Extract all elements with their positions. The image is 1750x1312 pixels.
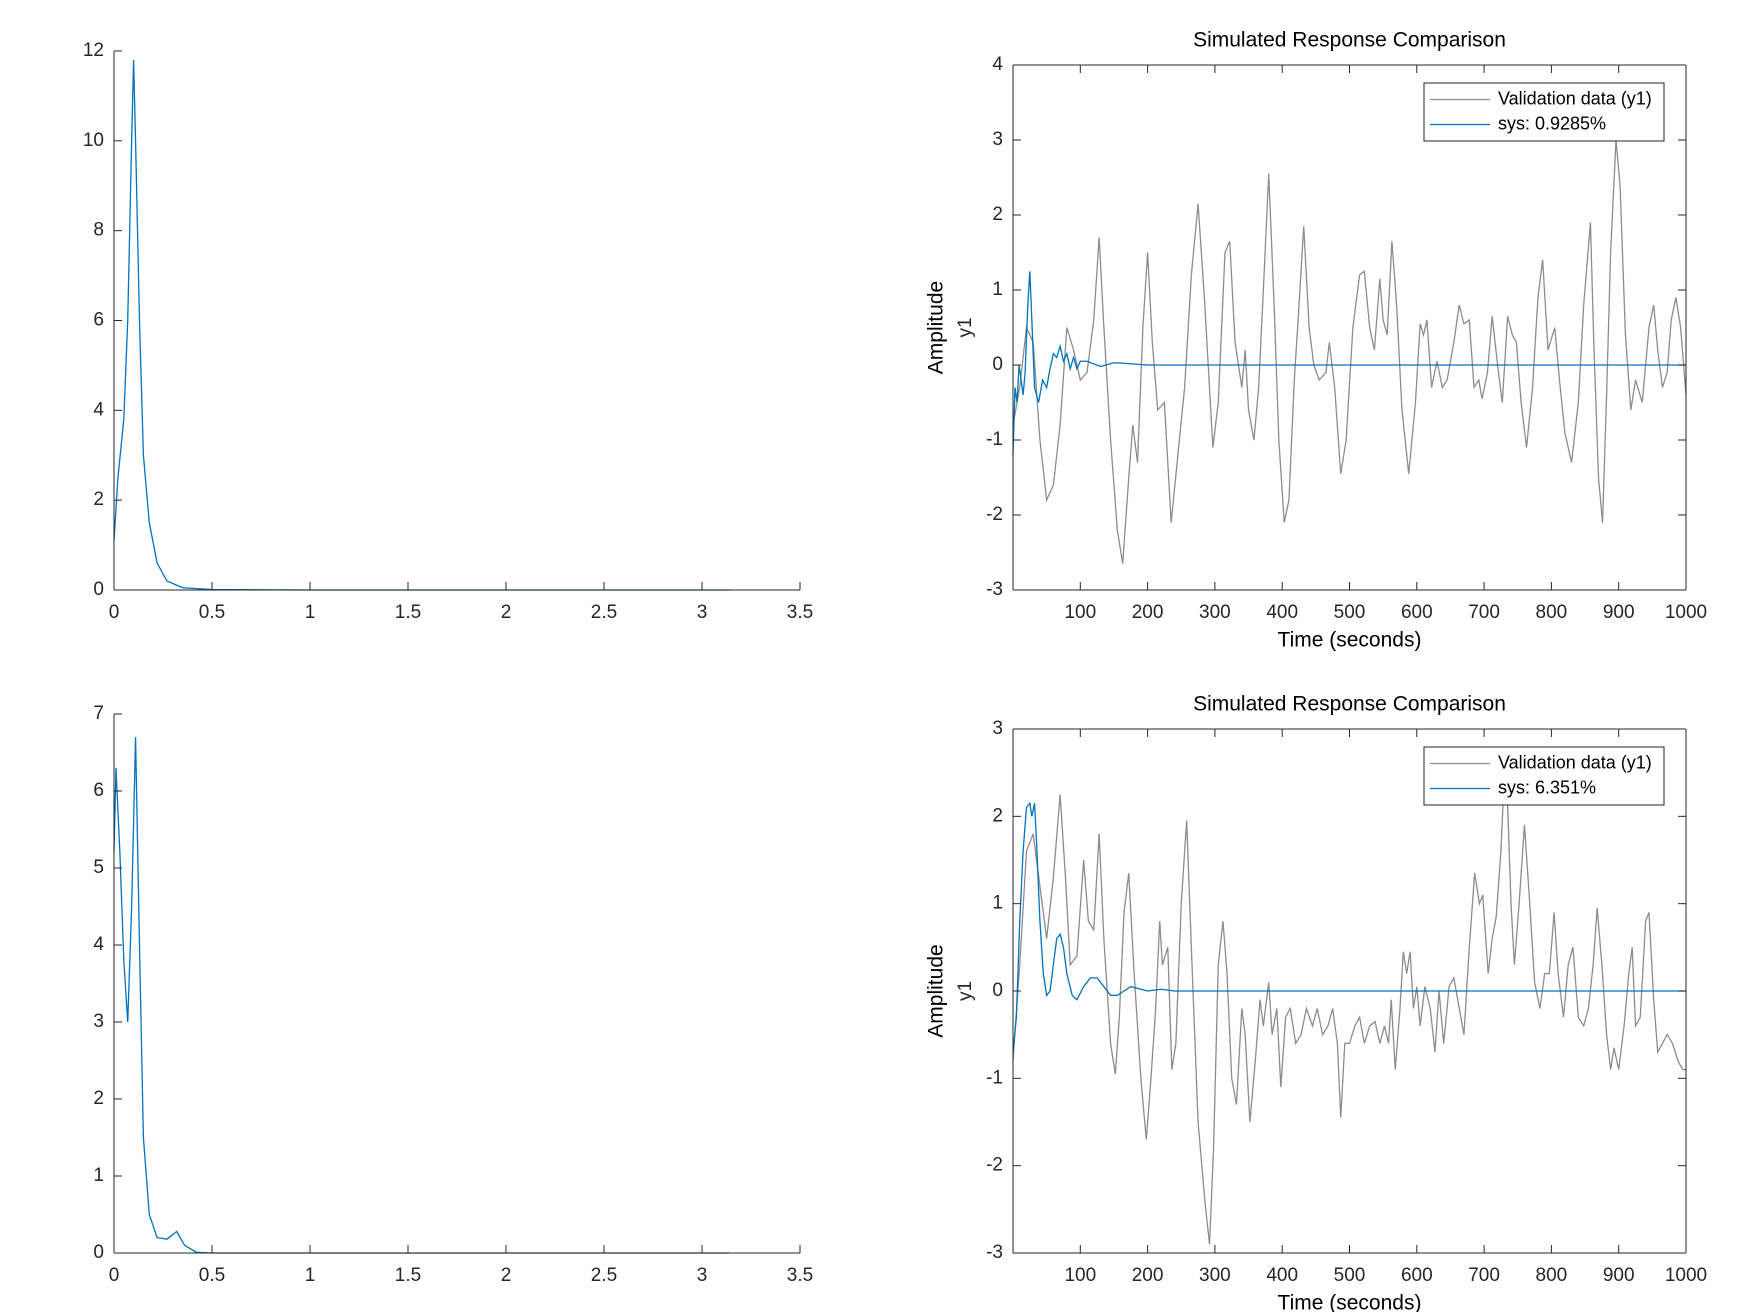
y-tick-label: -3 (986, 579, 1003, 600)
y-tick-label: 4 (992, 54, 1003, 75)
legend-box (1423, 82, 1665, 142)
x-tick-label: 900 (1603, 602, 1635, 623)
y-tick-label: 6 (93, 780, 104, 801)
x-tick-label: 700 (1468, 602, 1500, 623)
x-tick-label: 1000 (1665, 602, 1707, 623)
y-tick-label: 12 (83, 40, 104, 61)
data-line (1012, 271, 1686, 456)
data-line (1012, 139, 1687, 564)
x-tick-label: 3.5 (787, 1265, 813, 1286)
y-axis-label: Amplitude (925, 944, 948, 1037)
x-tick-label: 300 (1199, 602, 1231, 623)
y-tick-label: -2 (986, 1155, 1003, 1176)
y-tick-label: 2 (93, 1088, 104, 1109)
x-tick-label: 1.5 (395, 1265, 421, 1286)
y-tick-label: 7 (93, 703, 104, 724)
y-tick-label: 3 (93, 1011, 104, 1032)
y-tick-label: 6 (93, 310, 104, 331)
y-axis-label: Amplitude (925, 281, 948, 374)
x-tick-label: 400 (1266, 1265, 1298, 1286)
x-tick-label: 3.5 (787, 602, 813, 623)
legend-label: Validation data (y1) (1498, 752, 1652, 772)
x-tick-label: 400 (1266, 602, 1298, 623)
x-tick-label: 0 (109, 1265, 120, 1286)
x-tick-label: 600 (1401, 1265, 1433, 1286)
x-tick-label: 300 (1199, 1265, 1231, 1286)
x-tick-label: 1.5 (395, 602, 421, 623)
y-tick-label: -2 (986, 504, 1003, 525)
x-tick-label: 3 (697, 602, 708, 623)
x-tick-label: 0.5 (199, 1265, 225, 1286)
x-tick-label: 0.5 (199, 602, 225, 623)
y-tick-label: 1 (992, 279, 1003, 300)
x-axis-label: Time (seconds) (1278, 1292, 1422, 1312)
legend-box (1423, 746, 1665, 806)
y-tick-label: 0 (992, 354, 1003, 375)
x-tick-label: 0 (109, 602, 120, 623)
y-tick-label: 2 (992, 204, 1003, 225)
y-tick-label: 10 (83, 130, 104, 151)
x-tick-label: 500 (1334, 1265, 1366, 1286)
y-tick-label: -1 (986, 1067, 1003, 1088)
x-tick-label: 800 (1536, 1265, 1568, 1286)
x-tick-label: 1000 (1665, 1265, 1707, 1286)
x-tick-label: 1 (305, 1265, 316, 1286)
y-tick-label: -3 (986, 1242, 1003, 1263)
x-tick-label: 100 (1064, 602, 1096, 623)
y-tick-label: 3 (992, 129, 1003, 150)
y-tick-label: 1 (93, 1165, 104, 1186)
y-tick-label: 2 (93, 489, 104, 510)
data-line (113, 737, 730, 1254)
x-tick-label: 100 (1064, 1265, 1096, 1286)
x-tick-label: 600 (1401, 602, 1433, 623)
x-tick-label: 1 (305, 602, 316, 623)
chart-title: Simulated Response Comparison (1193, 693, 1506, 716)
x-tick-label: 700 (1468, 1265, 1500, 1286)
x-tick-label: 2.5 (591, 602, 617, 623)
data-line (1012, 801, 1686, 1053)
y-tick-label: 8 (93, 220, 104, 241)
output-label: y1 (955, 981, 976, 1001)
legend-label: Validation data (y1) (1498, 88, 1652, 108)
data-line (1012, 746, 1686, 1245)
y-tick-label: 5 (93, 857, 104, 878)
x-tick-label: 2.5 (591, 1265, 617, 1286)
y-tick-label: 2 (992, 805, 1003, 826)
x-tick-label: 800 (1536, 602, 1568, 623)
y-tick-label: 0 (93, 1242, 104, 1263)
chart-title: Simulated Response Comparison (1193, 29, 1506, 52)
x-tick-label: 2 (501, 1265, 512, 1286)
x-tick-label: 3 (697, 1265, 708, 1286)
x-tick-label: 500 (1334, 602, 1366, 623)
x-axis-label: Time (seconds) (1278, 629, 1422, 652)
legend-label: sys: 0.9285% (1498, 113, 1606, 133)
x-tick-label: 900 (1603, 1265, 1635, 1286)
legend-label: sys: 6.351% (1498, 777, 1596, 797)
y-tick-label: 0 (93, 579, 104, 600)
y-tick-label: 1 (992, 893, 1003, 914)
y-tick-label: 0 (992, 980, 1003, 1001)
x-tick-label: 200 (1132, 602, 1164, 623)
x-tick-label: 2 (501, 602, 512, 623)
x-tick-label: 200 (1132, 1265, 1164, 1286)
output-label: y1 (955, 317, 976, 337)
y-tick-label: 4 (93, 399, 104, 420)
y-tick-label: 4 (93, 934, 104, 955)
y-tick-label: 3 (992, 718, 1003, 739)
data-line (113, 59, 730, 591)
y-tick-label: -1 (986, 429, 1003, 450)
